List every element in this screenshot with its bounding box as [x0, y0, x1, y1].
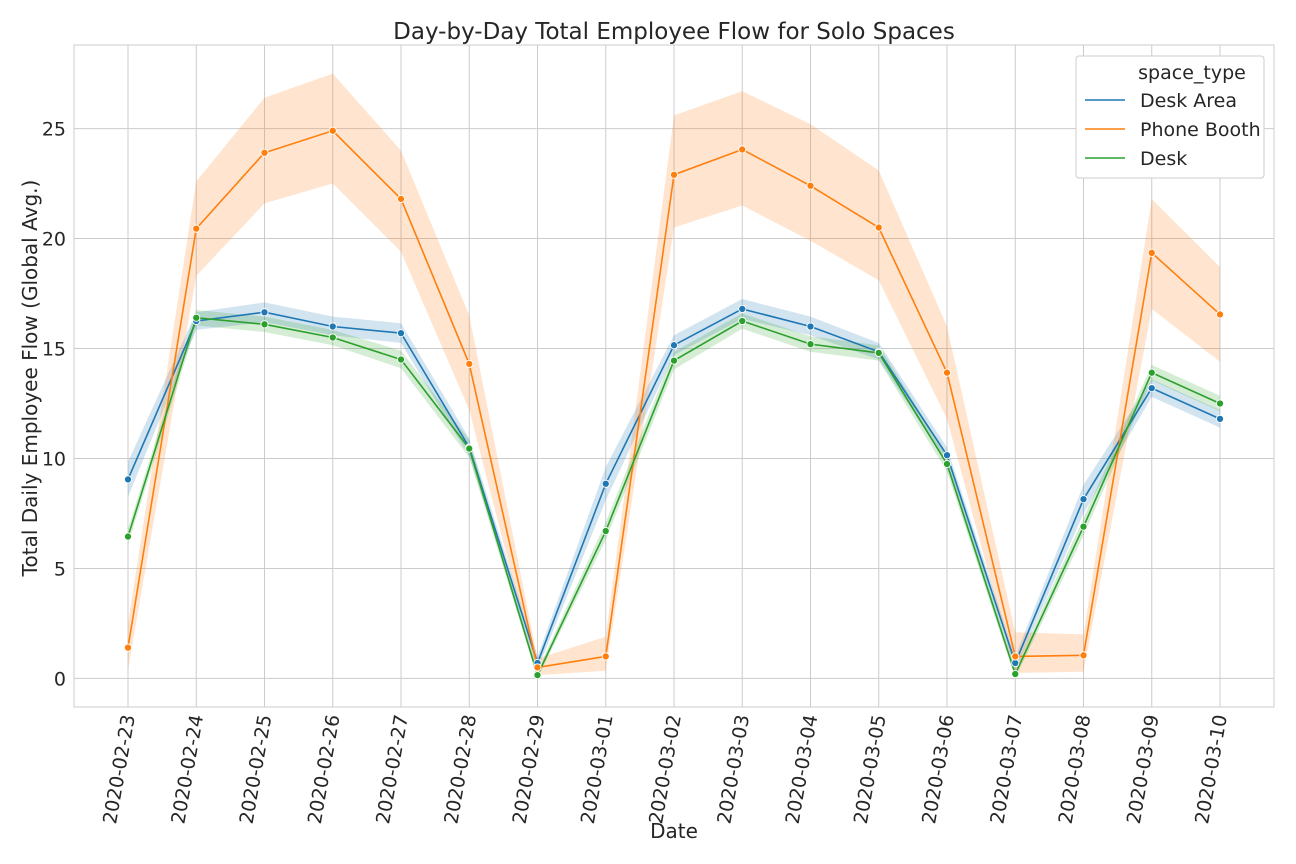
point-desk-area — [1079, 495, 1088, 504]
x-tick-label: 2020-02-28 — [440, 713, 481, 826]
x-tick-label: 2020-03-07 — [986, 713, 1027, 826]
x-tick-label: 2020-03-04 — [782, 713, 823, 826]
point-desk-area — [738, 304, 747, 313]
point-desk — [942, 459, 952, 469]
point-desk-area — [806, 322, 815, 331]
point-phone-booth — [1215, 310, 1225, 319]
point-desk — [738, 316, 747, 326]
point-desk — [601, 527, 610, 536]
point-desk — [192, 313, 201, 322]
y-tick-label: 10 — [42, 448, 66, 470]
x-tick-label: 2020-02-23 — [99, 713, 140, 826]
point-desk — [1215, 399, 1225, 408]
x-tick-label: 2020-03-08 — [1055, 713, 1096, 826]
x-tick-label: 2020-02-29 — [509, 713, 550, 826]
legend-label-desk: Desk — [1140, 148, 1187, 170]
point-desk — [669, 356, 679, 365]
legend-title: space_type — [1138, 62, 1246, 84]
x-axis-ticks: 2020-02-23 2020-02-24 2020-02-25 2020-02-26… — [99, 713, 1232, 826]
point-desk — [328, 333, 337, 342]
point-desk-area — [669, 341, 679, 350]
point-desk-area — [942, 451, 952, 460]
point-desk-area — [601, 479, 610, 488]
point-desk — [123, 532, 133, 541]
x-tick-label: 2020-03-01 — [577, 713, 618, 826]
point-desk-area — [328, 322, 337, 331]
legend-label-phone-booth: Phone Booth — [1140, 119, 1261, 141]
point-desk-area — [123, 475, 133, 484]
point-phone-booth — [669, 170, 679, 179]
x-tick-label: 2020-02-24 — [167, 713, 208, 826]
point-phone-booth — [738, 145, 747, 154]
point-phone-booth — [465, 359, 474, 368]
point-phone-booth — [192, 224, 201, 233]
y-tick-label: 20 — [42, 229, 66, 251]
x-tick-label: 2020-02-25 — [236, 713, 277, 826]
point-desk — [874, 348, 883, 357]
x-axis-label: Date — [650, 819, 698, 843]
point-phone-booth — [874, 223, 883, 232]
x-tick-label: 2020-03-05 — [850, 713, 891, 826]
point-desk-area — [396, 329, 406, 338]
point-phone-booth — [1079, 651, 1088, 660]
point-desk — [1079, 522, 1088, 531]
point-phone-booth — [533, 663, 542, 672]
point-phone-booth — [1011, 652, 1020, 661]
point-phone-booth — [328, 126, 337, 135]
y-axis-ticks: 0 5 10 15 20 25 — [42, 119, 66, 691]
x-tick-label: 2020-03-03 — [713, 713, 754, 826]
legend-items: Desk Area Phone Booth Desk — [1085, 90, 1261, 170]
point-desk — [1147, 368, 1156, 377]
point-phone-booth — [601, 652, 610, 661]
x-tick-label: 2020-03-10 — [1191, 713, 1232, 826]
point-desk — [260, 320, 269, 329]
point-desk — [1011, 669, 1020, 679]
point-phone-booth — [396, 194, 406, 204]
legend-label-desk-area: Desk Area — [1140, 90, 1237, 112]
y-axis-label: Total Daily Employee Flow (Global Avg.) — [18, 180, 42, 578]
point-phone-booth — [942, 368, 952, 377]
x-tick-label: 2020-03-02 — [645, 713, 686, 826]
point-desk-area — [1147, 384, 1156, 393]
x-tick-label: 2020-03-06 — [918, 713, 959, 826]
point-phone-booth — [260, 148, 269, 157]
point-phone-booth — [806, 181, 815, 190]
legend: space_type Desk Area Phone Booth Desk — [1075, 55, 1265, 179]
y-tick-label: 5 — [54, 558, 66, 580]
series-points — [123, 126, 1225, 680]
x-tick-label: 2020-03-09 — [1123, 713, 1164, 826]
point-desk-area — [1011, 658, 1020, 668]
y-tick-label: 15 — [42, 339, 66, 361]
point-desk — [533, 671, 542, 680]
point-desk — [806, 340, 815, 349]
legend-box — [1075, 55, 1265, 179]
point-desk — [465, 444, 474, 453]
point-desk-area — [1215, 414, 1225, 423]
point-phone-booth — [123, 643, 133, 652]
band-phone-booth — [128, 73, 1220, 676]
point-phone-booth — [1147, 248, 1156, 257]
confidence-bands — [128, 73, 1220, 679]
x-tick-label: 2020-02-27 — [372, 713, 413, 826]
point-desk-area — [260, 308, 269, 317]
point-desk — [396, 355, 406, 364]
x-tick-label: 2020-02-26 — [304, 713, 345, 826]
chart-title: Day-by-Day Total Employee Flow for Solo … — [393, 19, 955, 45]
y-tick-label: 25 — [42, 119, 66, 141]
y-tick-label: 0 — [54, 668, 66, 690]
